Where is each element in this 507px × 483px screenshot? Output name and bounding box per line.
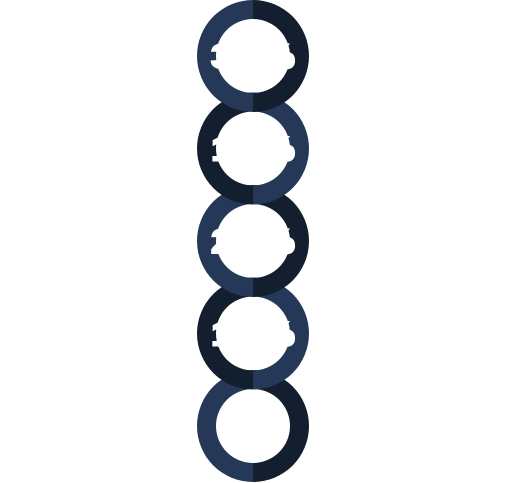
- ring-2: 16%: [197, 92, 309, 205]
- ring-4-percent-label: 16%: [211, 316, 295, 354]
- ring-1-right-half: [253, 0, 309, 112]
- ring-1-left-half: [197, 0, 253, 112]
- ring-2-left-half: [197, 92, 253, 205]
- ring-3-right-half: [253, 185, 309, 297]
- ring-1-percent-label: 36%: [211, 38, 295, 76]
- ring-4-right-half: [253, 277, 309, 390]
- ring-5-left-half: [197, 370, 253, 482]
- ring-1: 36%: [197, 0, 309, 112]
- ring-2-right-half: [253, 92, 309, 205]
- ring-2-percent-label: 16%: [211, 131, 295, 169]
- ring-3-left-half: [197, 185, 253, 297]
- ring-3: 22%: [197, 185, 309, 297]
- ring-5-right-half: [253, 370, 309, 482]
- ring-4: 16%: [197, 277, 309, 390]
- ring-5: [197, 370, 309, 482]
- ring-stack: 16% 22% 16% 36%: [197, 0, 309, 482]
- ring-3-percent-label: 22%: [211, 223, 295, 261]
- ring-4-left-half: [197, 277, 253, 390]
